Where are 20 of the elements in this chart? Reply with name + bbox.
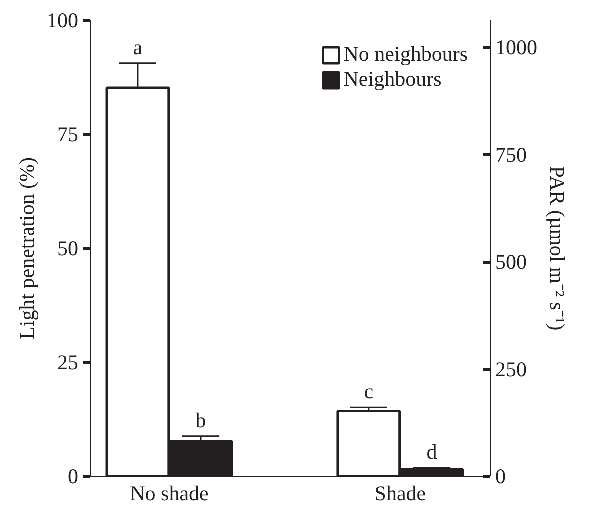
y2-tick-label: 500: [496, 250, 527, 274]
y2-tick-label: 250: [496, 357, 527, 382]
annotation: a: [133, 35, 144, 60]
y-tick-label: 0: [68, 464, 78, 488]
y-tick-label: 25: [58, 350, 78, 374]
y-tick-label: 50: [58, 236, 78, 260]
x-tick-label: No shade: [130, 482, 209, 506]
annotation: b: [196, 408, 206, 432]
y2-tick-label: 0: [496, 464, 506, 488]
x-tick-label: Shade: [374, 482, 426, 506]
y-tick-label: 100: [47, 8, 78, 32]
annotation: c: [364, 380, 374, 404]
y2-axis-title: PAR (µmol m⁻² s⁻¹): [546, 166, 570, 331]
legend-label: Neighbours: [344, 67, 442, 92]
legend-label: No neighbours: [344, 42, 468, 67]
y-tick-label: 75: [58, 122, 78, 146]
y2-tick-label: 1000: [496, 36, 538, 60]
y2-tick-label: 750: [496, 142, 527, 167]
y-axis-title: Light penetration (%): [15, 158, 39, 340]
annotation: d: [426, 440, 438, 464]
